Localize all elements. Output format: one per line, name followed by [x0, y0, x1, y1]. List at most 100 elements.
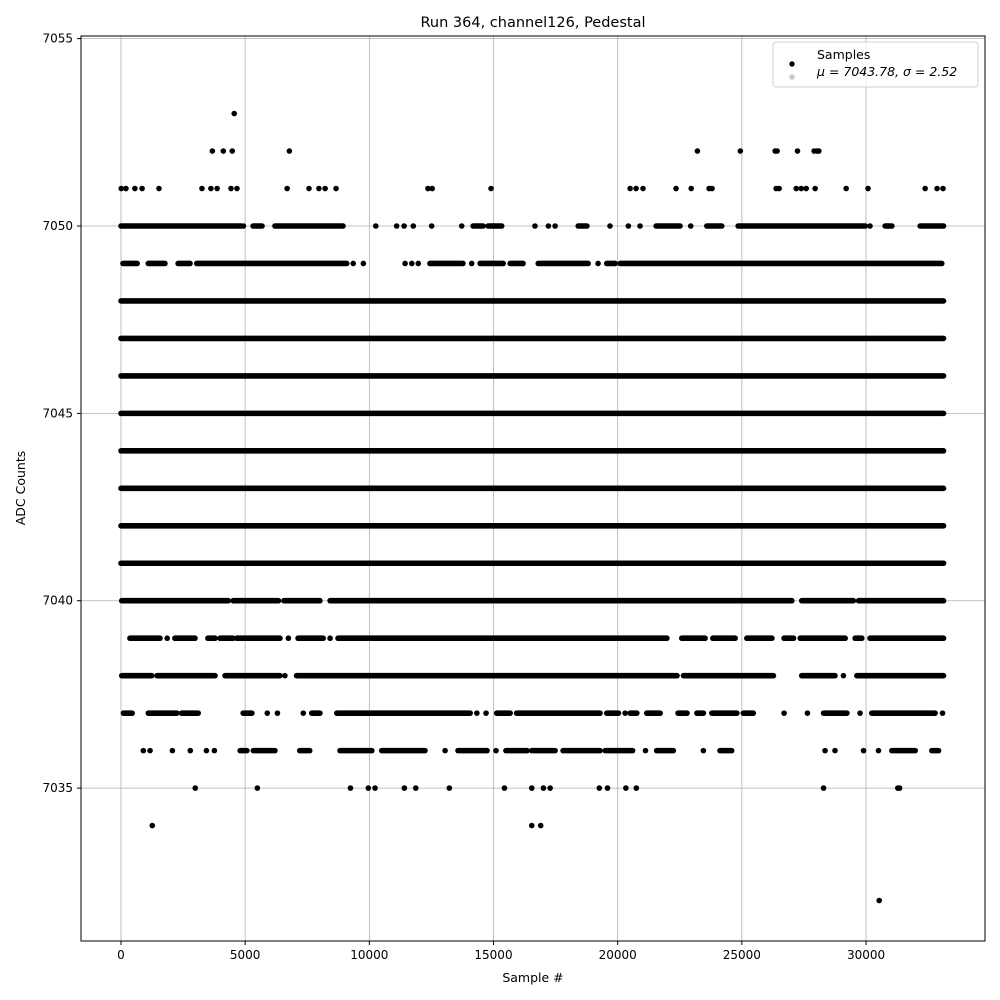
sample-point	[327, 635, 333, 642]
sample-point	[284, 185, 290, 192]
sample-point	[625, 223, 632, 229]
sample-point	[832, 747, 838, 754]
sample-point	[884, 223, 891, 229]
sample-point	[372, 785, 378, 791]
x-tick-label: 15000	[474, 948, 512, 962]
sample-point	[794, 148, 801, 154]
sample-point	[528, 822, 535, 829]
sample-point	[192, 785, 199, 791]
sample-point	[410, 223, 417, 229]
sample-point	[488, 185, 494, 192]
x-tick-label: 20000	[599, 948, 637, 962]
sample-point	[156, 185, 162, 192]
sample-point	[350, 260, 356, 267]
sample-point	[282, 672, 288, 679]
legend-box	[772, 41, 979, 88]
legend-marker-samples	[789, 61, 795, 67]
sample-point	[286, 148, 293, 154]
sample-point	[264, 710, 271, 716]
sample-point	[393, 223, 400, 229]
sample-point	[793, 185, 800, 192]
sample-point	[816, 148, 822, 154]
sample-point	[164, 635, 170, 642]
sample-point	[234, 185, 240, 192]
legend-marker-stats	[789, 74, 795, 80]
sample-point	[857, 710, 863, 716]
sample-point	[922, 185, 928, 192]
sample-point	[316, 185, 322, 192]
x-tick-label: 25000	[723, 948, 761, 962]
sample-point	[940, 185, 946, 192]
sample-point	[401, 223, 407, 229]
sample-point	[118, 185, 125, 192]
sample-point	[429, 185, 435, 192]
sample-point	[737, 148, 744, 154]
sample-point	[939, 710, 946, 716]
data-points	[118, 110, 947, 904]
sample-point	[139, 185, 145, 192]
sample-point	[804, 710, 811, 716]
sample-point	[300, 710, 307, 716]
sample-point	[798, 185, 805, 192]
sample-point	[203, 747, 210, 754]
sample-point	[372, 223, 379, 229]
sample-point	[229, 148, 236, 154]
sample-point	[843, 185, 849, 192]
sample-point	[412, 785, 419, 791]
sample-point	[607, 223, 613, 229]
sample-point	[123, 185, 129, 192]
sample-point	[240, 223, 247, 229]
sample-point	[688, 185, 694, 192]
y-tick-label: 7055	[42, 32, 73, 46]
sample-point	[896, 785, 903, 791]
sample-point	[274, 710, 281, 716]
sample-point	[214, 185, 220, 192]
axis-ticks: 0 5000 10000 15000 20000 25000 30000 7035 7040 70…	[42, 32, 885, 962]
x-axis-label: Sample #	[502, 970, 563, 985]
sample-point	[860, 747, 867, 754]
sample-point	[360, 260, 367, 267]
legend-label-stats: μ = 7043.78, σ = 2.52	[816, 64, 957, 79]
sample-point	[535, 260, 542, 267]
sample-point	[540, 785, 547, 791]
sample-point	[254, 785, 261, 791]
x-tick-label: 30000	[847, 948, 885, 962]
sample-point	[199, 185, 205, 192]
sample-point	[446, 785, 453, 791]
sample-point	[147, 747, 153, 754]
sample-point	[687, 223, 694, 229]
sample-point	[209, 148, 216, 154]
sample-point	[149, 822, 156, 829]
sample-point	[774, 148, 780, 154]
sample-point	[595, 260, 601, 267]
sample-point	[468, 260, 475, 267]
sample-point	[208, 185, 214, 192]
sample-point	[140, 747, 147, 754]
y-tick-label: 7045	[42, 406, 73, 420]
sample-point	[642, 747, 649, 754]
legend: Samples μ = 7043.78, σ = 2.52	[772, 41, 979, 88]
sample-point	[409, 260, 415, 267]
sample-point	[552, 223, 558, 229]
sample-point	[596, 785, 603, 791]
sample-point	[700, 747, 707, 754]
sample-point	[211, 747, 218, 754]
y-tick-label: 7050	[42, 219, 73, 233]
sample-point	[169, 747, 176, 754]
sample-point	[187, 747, 194, 754]
sample-point	[633, 185, 639, 192]
sample-point	[622, 710, 628, 716]
plot-frame	[80, 35, 986, 942]
sample-point	[528, 785, 535, 791]
sample-point	[776, 185, 782, 192]
sample-point	[285, 635, 292, 642]
sample-point	[415, 260, 422, 267]
y-axis-label: ADC Counts	[13, 451, 28, 526]
sample-point	[322, 185, 328, 192]
sample-point	[623, 785, 629, 791]
sample-point	[474, 710, 480, 716]
sample-point	[781, 710, 787, 716]
sample-point	[637, 223, 643, 229]
sample-point	[228, 185, 234, 192]
